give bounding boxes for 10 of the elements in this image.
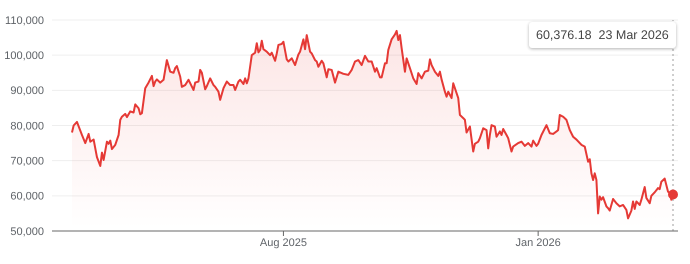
y-tick-label: 60,000 (10, 190, 44, 203)
x-tick-label: Aug 2025 (260, 236, 307, 249)
y-tick-label: 110,000 (5, 14, 44, 27)
y-tick-label: 50,000 (10, 226, 44, 238)
x-tick-label: Jan 2026 (516, 236, 561, 249)
y-tick-label: 100,000 (4, 50, 44, 62)
annotation: 60,376.18 23 Mar 2026 (529, 22, 676, 48)
y-tick-label: 70,000 (10, 156, 44, 168)
y-tick-label: 80,000 (10, 120, 44, 132)
y-tick-label: 90,000 (10, 85, 44, 98)
